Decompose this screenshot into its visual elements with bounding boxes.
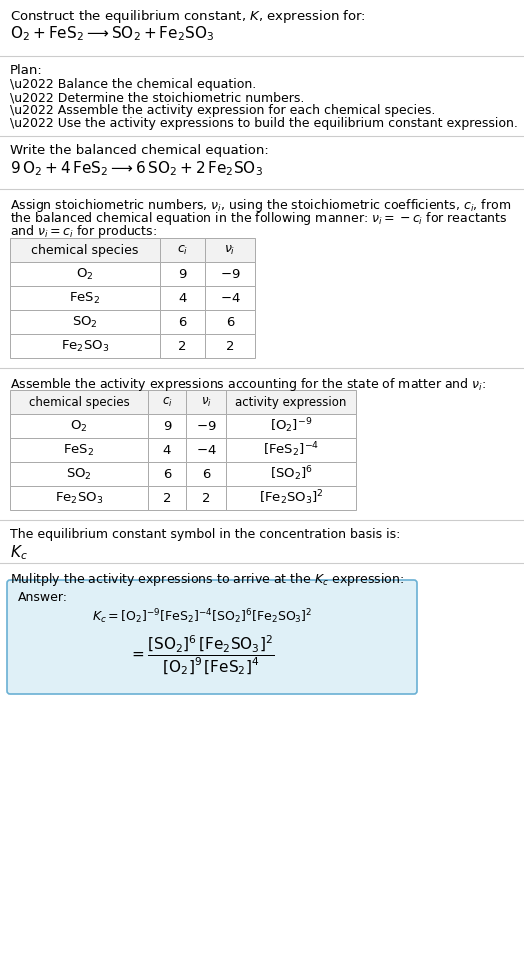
Text: $\mathrm{O_2}$: $\mathrm{O_2}$ <box>77 267 94 281</box>
Bar <box>10 438 148 462</box>
Bar <box>226 390 356 414</box>
Bar <box>10 334 160 358</box>
Text: Assemble the activity expressions accounting for the state of matter and $\nu_i$: Assemble the activity expressions accoun… <box>10 376 486 393</box>
Text: $\mathrm{Fe_2SO_3}$: $\mathrm{Fe_2SO_3}$ <box>55 490 103 506</box>
Text: \u2022 Use the activity expressions to build the equilibrium constant expression: \u2022 Use the activity expressions to b… <box>10 117 518 130</box>
Bar <box>160 262 205 286</box>
Bar <box>10 238 160 262</box>
Text: $c_i$: $c_i$ <box>161 396 172 408</box>
Bar <box>205 262 255 286</box>
Text: $\mathrm{SO_2}$: $\mathrm{SO_2}$ <box>72 315 98 329</box>
Bar <box>10 486 148 510</box>
Bar <box>205 286 255 310</box>
Text: $[\mathrm{Fe_2SO_3}]^{2}$: $[\mathrm{Fe_2SO_3}]^{2}$ <box>259 488 323 508</box>
Text: The equilibrium constant symbol in the concentration basis is:: The equilibrium constant symbol in the c… <box>10 528 400 541</box>
Bar <box>148 486 186 510</box>
Text: $-4$: $-4$ <box>220 292 241 304</box>
Bar <box>10 390 148 414</box>
Text: 4: 4 <box>163 444 171 456</box>
Text: chemical species: chemical species <box>31 244 139 256</box>
Text: Mulitply the activity expressions to arrive at the $K_c$ expression:: Mulitply the activity expressions to arr… <box>10 571 405 588</box>
Text: and $\nu_i = c_i$ for products:: and $\nu_i = c_i$ for products: <box>10 223 157 240</box>
Text: Construct the equilibrium constant, $K$, expression for:: Construct the equilibrium constant, $K$,… <box>10 8 366 25</box>
Text: 2: 2 <box>163 491 171 505</box>
Text: \u2022 Balance the chemical equation.: \u2022 Balance the chemical equation. <box>10 78 256 91</box>
Text: $\mathrm{FeS_2}$: $\mathrm{FeS_2}$ <box>63 442 95 457</box>
Text: 6: 6 <box>226 316 234 328</box>
Bar <box>226 438 356 462</box>
Bar <box>186 438 226 462</box>
Bar <box>186 462 226 486</box>
Bar <box>148 414 186 438</box>
Text: $\nu_i$: $\nu_i$ <box>224 244 236 256</box>
Text: 9: 9 <box>178 268 187 280</box>
Bar <box>10 310 160 334</box>
Bar <box>10 262 160 286</box>
Text: $\mathrm{Fe_2SO_3}$: $\mathrm{Fe_2SO_3}$ <box>61 338 109 353</box>
Text: Answer:: Answer: <box>18 591 68 604</box>
Text: 6: 6 <box>178 316 187 328</box>
Bar <box>160 310 205 334</box>
Text: $c_i$: $c_i$ <box>177 244 188 256</box>
Text: $-9$: $-9$ <box>220 268 241 280</box>
Text: $\mathrm{FeS_2}$: $\mathrm{FeS_2}$ <box>69 291 101 305</box>
Text: $-4$: $-4$ <box>195 444 216 456</box>
Bar <box>160 286 205 310</box>
Text: $K_c$: $K_c$ <box>10 543 28 561</box>
Bar <box>148 390 186 414</box>
Text: $-9$: $-9$ <box>195 420 216 432</box>
Text: $\mathrm{SO_2}$: $\mathrm{SO_2}$ <box>66 466 92 482</box>
Text: $= \dfrac{[\mathrm{SO_2}]^{6}\,[\mathrm{Fe_2SO_3}]^{2}}{[\mathrm{O_2}]^{9}\,[\ma: $= \dfrac{[\mathrm{SO_2}]^{6}\,[\mathrm{… <box>129 634 275 677</box>
Bar <box>186 486 226 510</box>
Bar <box>148 438 186 462</box>
Text: the balanced chemical equation in the following manner: $\nu_i = -c_i$ for react: the balanced chemical equation in the fo… <box>10 210 507 227</box>
Text: Plan:: Plan: <box>10 64 43 77</box>
Bar <box>160 334 205 358</box>
Text: $[\mathrm{FeS_2}]^{-4}$: $[\mathrm{FeS_2}]^{-4}$ <box>263 441 319 459</box>
Text: 6: 6 <box>163 467 171 481</box>
Text: $\nu_i$: $\nu_i$ <box>201 396 211 408</box>
Bar <box>160 238 205 262</box>
Bar <box>205 238 255 262</box>
Text: Write the balanced chemical equation:: Write the balanced chemical equation: <box>10 144 269 157</box>
Text: 4: 4 <box>178 292 187 304</box>
Text: 9: 9 <box>163 420 171 432</box>
Bar <box>186 390 226 414</box>
Text: $\mathrm{O_2}$: $\mathrm{O_2}$ <box>70 419 88 433</box>
Bar <box>226 414 356 438</box>
Bar <box>148 462 186 486</box>
Text: 2: 2 <box>178 340 187 352</box>
Bar <box>10 414 148 438</box>
Bar <box>205 310 255 334</box>
Bar <box>186 414 226 438</box>
Text: $\mathrm{O_2 + FeS_2 \longrightarrow SO_2 + Fe_2SO_3}$: $\mathrm{O_2 + FeS_2 \longrightarrow SO_… <box>10 24 214 42</box>
Bar <box>205 334 255 358</box>
Text: 6: 6 <box>202 467 210 481</box>
Text: $[\mathrm{SO_2}]^{6}$: $[\mathrm{SO_2}]^{6}$ <box>269 465 312 483</box>
Text: \u2022 Assemble the activity expression for each chemical species.: \u2022 Assemble the activity expression … <box>10 104 435 117</box>
Text: \u2022 Determine the stoichiometric numbers.: \u2022 Determine the stoichiometric numb… <box>10 91 304 104</box>
Text: $[\mathrm{O_2}]^{-9}$: $[\mathrm{O_2}]^{-9}$ <box>270 417 312 435</box>
Text: $9\,\mathrm{O_2} + 4\,\mathrm{FeS_2} \longrightarrow 6\,\mathrm{SO_2} + 2\,\math: $9\,\mathrm{O_2} + 4\,\mathrm{FeS_2} \lo… <box>10 159 263 178</box>
Bar <box>10 462 148 486</box>
Text: $K_c = [\mathrm{O_2}]^{-9}[\mathrm{FeS_2}]^{-4}[\mathrm{SO_2}]^{6}[\mathrm{Fe_2S: $K_c = [\mathrm{O_2}]^{-9}[\mathrm{FeS_2… <box>92 608 312 626</box>
Bar <box>226 462 356 486</box>
Text: chemical species: chemical species <box>29 396 129 408</box>
Bar <box>10 286 160 310</box>
Text: activity expression: activity expression <box>235 396 347 408</box>
Text: 2: 2 <box>226 340 234 352</box>
Bar <box>226 486 356 510</box>
Text: Assign stoichiometric numbers, $\nu_i$, using the stoichiometric coefficients, $: Assign stoichiometric numbers, $\nu_i$, … <box>10 197 511 214</box>
FancyBboxPatch shape <box>7 580 417 694</box>
Text: 2: 2 <box>202 491 210 505</box>
